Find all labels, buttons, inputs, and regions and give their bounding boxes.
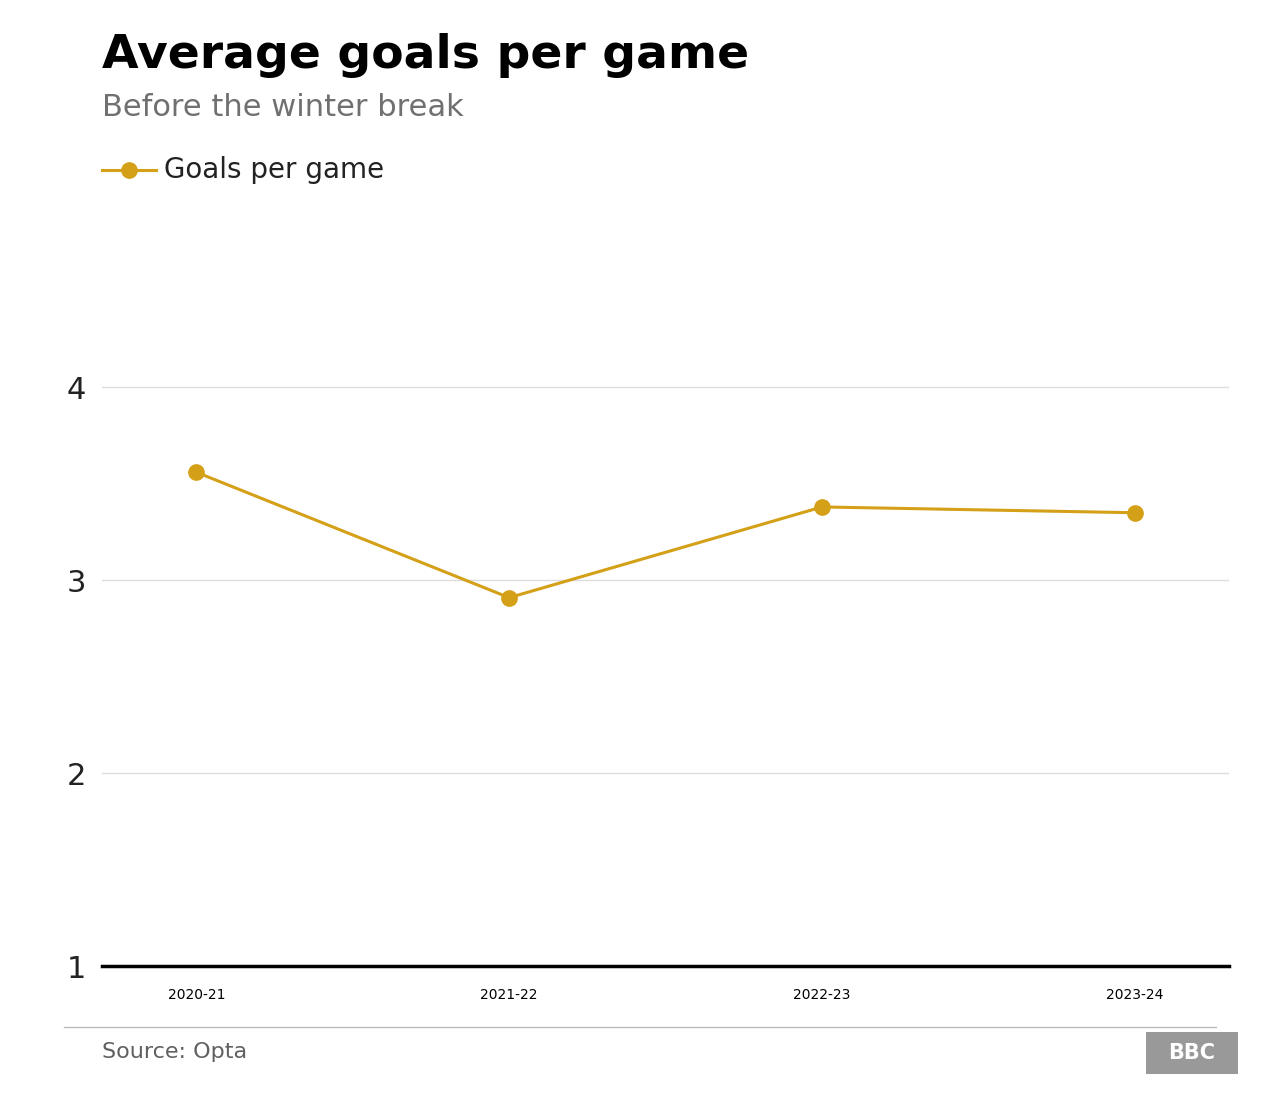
Text: Average goals per game: Average goals per game (102, 33, 750, 78)
Text: Goals per game: Goals per game (164, 156, 384, 184)
Text: Before the winter break: Before the winter break (102, 93, 465, 122)
Text: BBC: BBC (1169, 1043, 1215, 1063)
Text: Source: Opta: Source: Opta (102, 1042, 247, 1062)
